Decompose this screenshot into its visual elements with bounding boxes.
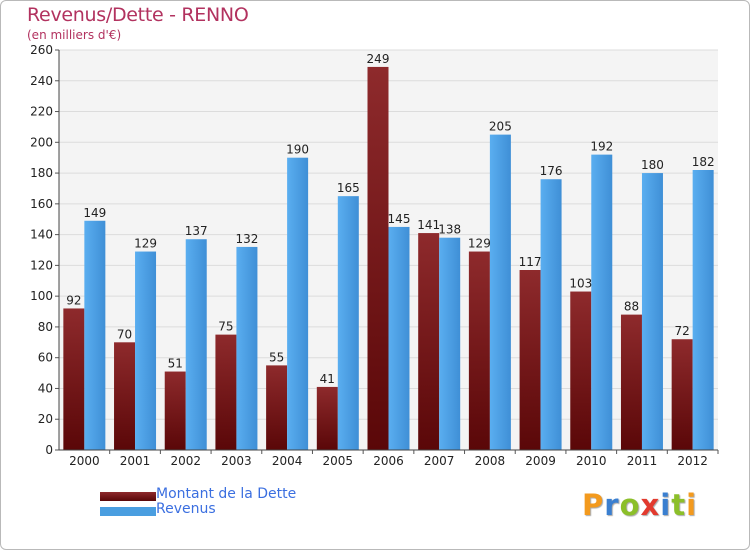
bar-dette-2007 [418, 233, 440, 450]
value-label-dette-2000: 92 [66, 293, 81, 307]
y-tick-label-40: 40 [38, 381, 53, 395]
value-label-dette-2009: 117 [519, 255, 542, 269]
bar-revenus-2010 [591, 154, 613, 450]
proxiti-logo: Proxiti [582, 488, 698, 522]
bar-dette-2004 [266, 365, 288, 450]
bar-revenus-2006 [388, 226, 410, 450]
value-label-dette-2007: 141 [417, 218, 440, 232]
y-tick-label-140: 140 [30, 228, 53, 242]
y-tick-label-260: 260 [30, 43, 53, 57]
bar-dette-2011 [620, 314, 642, 450]
bar-dette-2012 [671, 339, 693, 450]
bar-dette-2006 [367, 66, 389, 450]
bar-revenus-2007 [439, 237, 461, 450]
y-tick-label-100: 100 [30, 289, 53, 303]
value-label-dette-2011: 88 [624, 300, 639, 314]
value-label-dette-2001: 70 [117, 327, 132, 341]
legend-label-dette: Montant de la Dette [156, 486, 297, 502]
x-tick-label-2000: 2000 [69, 454, 100, 468]
value-label-revenus-2000: 149 [83, 206, 106, 220]
x-tick-label-2011: 2011 [627, 454, 658, 468]
bar-dette-2009 [519, 270, 541, 450]
value-label-revenus-2002: 137 [185, 224, 208, 238]
y-tick-label-240: 240 [30, 74, 53, 88]
y-tick-label-180: 180 [30, 166, 53, 180]
value-label-dette-2012: 72 [675, 324, 690, 338]
bar-dette-2001 [114, 342, 136, 450]
y-tick-label-160: 160 [30, 197, 53, 211]
value-label-revenus-2010: 192 [590, 140, 613, 154]
value-label-dette-2003: 75 [218, 320, 233, 334]
value-label-dette-2005: 41 [320, 372, 335, 386]
value-label-dette-2008: 129 [468, 237, 491, 251]
y-tick-label-0: 0 [45, 443, 53, 457]
x-tick-label-2005: 2005 [323, 454, 354, 468]
bar-dette-2000 [63, 308, 85, 450]
bar-revenus-2001 [135, 251, 157, 450]
bar-dette-2005 [316, 386, 338, 450]
value-label-revenus-2012: 182 [692, 155, 715, 169]
y-tick-label-200: 200 [30, 135, 53, 149]
bar-revenus-2004 [287, 157, 309, 450]
value-label-dette-2004: 55 [269, 350, 284, 364]
value-label-revenus-2007: 138 [438, 223, 461, 237]
bar-revenus-2000 [84, 220, 106, 450]
value-label-revenus-2003: 132 [235, 232, 258, 246]
value-label-revenus-2011: 180 [641, 158, 664, 172]
chart-subtitle: (en milliers d'€) [27, 28, 122, 42]
value-label-revenus-2004: 190 [286, 143, 309, 157]
y-tick-label-20: 20 [38, 412, 53, 426]
value-label-revenus-2006: 145 [388, 212, 411, 226]
bar-revenus-2008 [489, 134, 511, 450]
x-tick-label-2010: 2010 [576, 454, 607, 468]
y-tick-label-60: 60 [38, 351, 53, 365]
bar-dette-2002 [164, 371, 186, 450]
y-tick-label-80: 80 [38, 320, 53, 334]
value-label-revenus-2005: 165 [337, 181, 360, 195]
bar-revenus-2009 [540, 179, 562, 450]
x-tick-label-2007: 2007 [424, 454, 455, 468]
legend-label-revenus: Revenus [156, 501, 216, 517]
legend-swatch-dette [100, 492, 156, 501]
x-tick-label-2012: 2012 [677, 454, 708, 468]
value-label-dette-2006: 249 [367, 52, 390, 66]
value-label-revenus-2008: 205 [489, 120, 512, 134]
bar-revenus-2012 [692, 170, 714, 450]
y-tick-label-220: 220 [30, 105, 53, 119]
bar-revenus-2011 [641, 173, 663, 451]
x-tick-label-2002: 2002 [170, 454, 201, 468]
legend-swatch-revenus [100, 507, 156, 516]
bar-revenus-2002 [185, 239, 207, 450]
bar-dette-2010 [570, 291, 592, 450]
chart-title: Revenus/Dette - RENNO [27, 4, 249, 26]
value-label-revenus-2009: 176 [540, 164, 563, 178]
bar-revenus-2003 [236, 246, 258, 450]
y-tick-label-120: 120 [30, 258, 53, 272]
x-tick-label-2008: 2008 [475, 454, 506, 468]
x-tick-label-2003: 2003 [221, 454, 252, 468]
bar-revenus-2005 [337, 196, 359, 450]
bar-dette-2003 [215, 334, 237, 450]
value-label-dette-2010: 103 [569, 277, 592, 291]
x-tick-label-2004: 2004 [272, 454, 303, 468]
value-label-dette-2002: 51 [168, 357, 183, 371]
x-tick-label-2009: 2009 [525, 454, 556, 468]
x-tick-label-2006: 2006 [373, 454, 404, 468]
x-tick-label-2001: 2001 [120, 454, 151, 468]
bar-dette-2008 [468, 251, 490, 450]
value-label-revenus-2001: 129 [134, 237, 157, 251]
